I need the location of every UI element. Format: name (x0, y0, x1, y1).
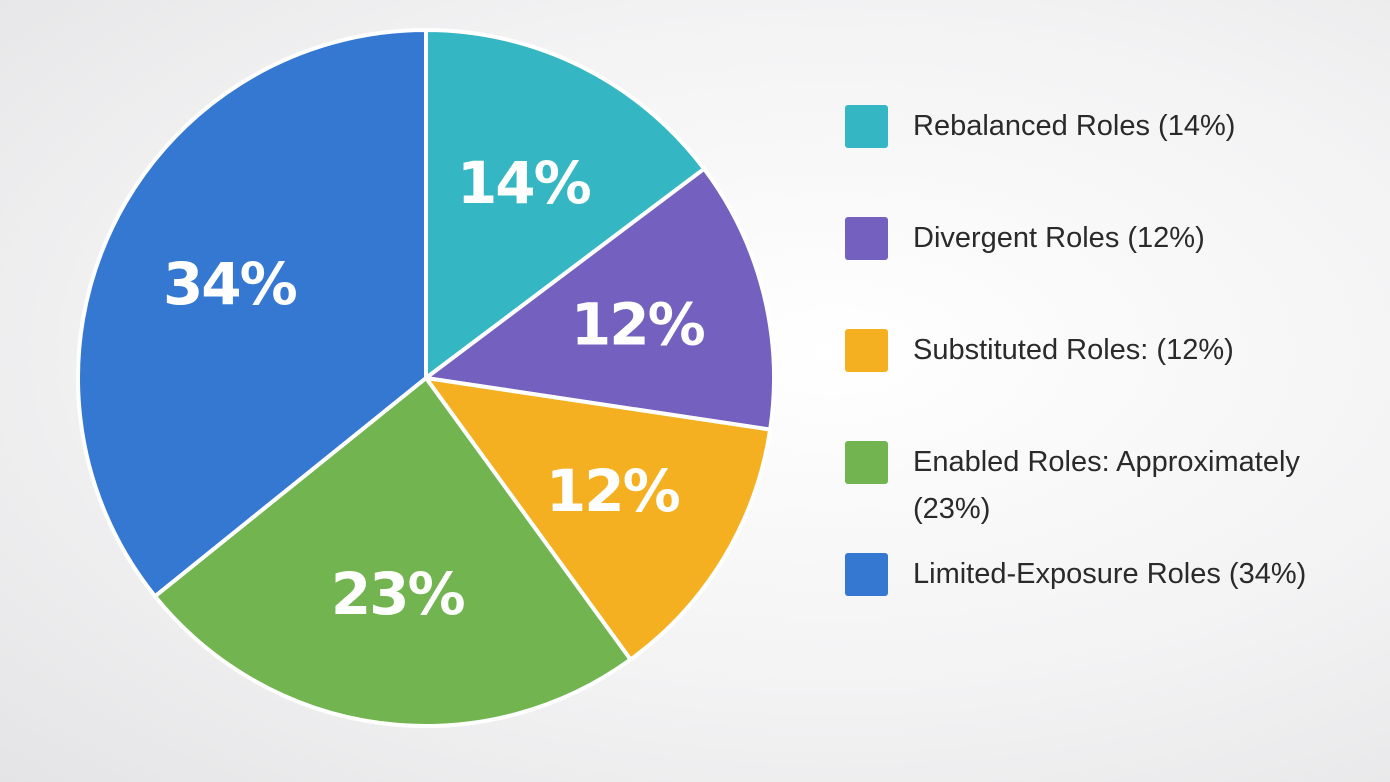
pie-slice-divergent-roles (424, 166, 776, 432)
pie-slice-rebalanced-roles (424, 28, 707, 380)
pie-slice-label-limited-exposure-roles: 34% (163, 250, 297, 318)
pie-slice-limited-exposure-roles (76, 28, 428, 599)
legend-item-limited-exposure-roles: Limited-Exposure Roles (34%) (845, 553, 1375, 665)
pie-slice-label-rebalanced-roles: 14% (457, 149, 591, 217)
legend-label-limited-exposure-roles: Limited-Exposure Roles (34%) (913, 558, 1307, 590)
pie-slices (76, 28, 776, 728)
pie-slice-label-divergent-roles: 12% (571, 290, 705, 358)
legend-label-substituted-roles: Substituted Roles: (12%) (913, 334, 1234, 366)
legend-label-enabled-roles: Enabled Roles: Approximately (23%) (913, 446, 1300, 525)
legend-swatch-enabled-roles (845, 441, 888, 484)
pie-slice-label-substituted-roles: 12% (546, 457, 680, 525)
legend-item-enabled-roles: Enabled Roles: Approximately (23%) (845, 441, 1375, 553)
legend-swatch-limited-exposure-roles (845, 553, 888, 596)
legend-swatch-substituted-roles (845, 329, 888, 372)
legend-label-divergent-roles: Divergent Roles (12%) (913, 222, 1205, 254)
pie-chart: 14% 12% 12% 23% 34% (76, 28, 776, 728)
pie-slice-label-enabled-roles: 23% (331, 560, 465, 628)
legend-swatch-divergent-roles (845, 217, 888, 260)
legend-label-rebalanced-roles: Rebalanced Roles (14%) (913, 110, 1236, 142)
legend-swatch-rebalanced-roles (845, 105, 888, 148)
pie-slice-substituted-roles (424, 376, 773, 662)
legend-item-divergent-roles: Divergent Roles (12%) (845, 217, 1375, 329)
legend-item-substituted-roles: Substituted Roles: (12%) (845, 329, 1375, 441)
legend: Rebalanced Roles (14%) Divergent Roles (… (845, 105, 1375, 665)
pie-labels: 14% 12% 12% 23% 34% (163, 149, 707, 628)
pie-slice-enabled-roles (152, 376, 633, 728)
legend-item-rebalanced-roles: Rebalanced Roles (14%) (845, 105, 1375, 217)
